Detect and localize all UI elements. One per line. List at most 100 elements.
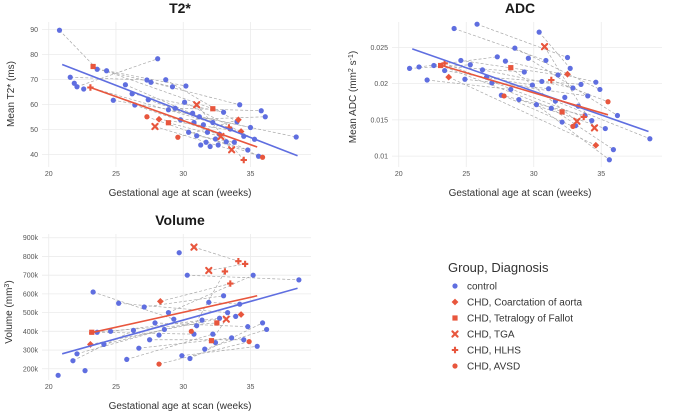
adc-subject-connection: [538, 31, 571, 69]
volume-subject-connection: [181, 345, 258, 357]
volume-y-tick-label: 800k: [23, 254, 39, 261]
adc-x-tick-label: 35: [597, 171, 605, 178]
t2star-regression-chd: [88, 86, 258, 148]
volume-x-tick-label: 30: [179, 384, 187, 391]
t2star-y-tick-label: 60: [30, 102, 38, 109]
t2star-y-tick-label: 50: [30, 127, 38, 134]
volume-title: Volume: [155, 212, 205, 228]
t2star-y-tick-label: 70: [30, 77, 38, 84]
t2star-point-control: [165, 107, 172, 113]
volume-point-control: [171, 316, 177, 322]
adc-x-tick-label: 20: [395, 171, 403, 178]
legend-label: CHD, AVSD: [467, 362, 520, 373]
volume-point-control: [212, 339, 219, 346]
t2star-point-chd-tga: [151, 122, 159, 131]
t2star-point-control: [220, 109, 227, 115]
adc-point-chd-hlhs: [441, 60, 448, 67]
t2star-point-control: [212, 136, 219, 142]
adc-x-tick-label: 30: [530, 171, 538, 178]
legend-item-chd-avsd: CHD, AVSD: [452, 362, 520, 373]
volume-x-tick-label: 25: [112, 384, 120, 391]
adc-point-control: [451, 25, 457, 32]
volume-ylabel: Volume (mm3): [4, 280, 15, 343]
volume-subject-connection: [187, 274, 299, 281]
volume-xlabel: Gestational age at scan (weeks): [109, 401, 252, 412]
volume-point-control: [229, 335, 235, 341]
adc-subject-connection: [486, 76, 582, 85]
adc-point-chd-hlhs: [580, 113, 587, 121]
t2star-point-control: [237, 102, 243, 108]
volume-point-control: [245, 324, 251, 330]
volume-point-control: [179, 353, 185, 359]
t2star-point-chd-tga: [193, 101, 201, 109]
t2star-y-tick-label: 80: [30, 52, 38, 59]
t2star-point-control: [148, 79, 154, 85]
adc-point-chd-avsd: [501, 93, 507, 99]
legend-key-chd-hlhs: [451, 346, 459, 354]
legend-item-control: control: [452, 282, 497, 293]
volume-subject-connection: [97, 331, 194, 335]
t2star-subject-connection: [199, 116, 297, 138]
adc-point-control: [502, 58, 508, 64]
t2star-point-chd-tetralogy-of-fallot: [210, 106, 216, 112]
t2star-point-control: [81, 86, 87, 92]
adc-point-control: [597, 86, 603, 93]
adc-point-control: [602, 125, 608, 132]
t2star-point-chd-coarctation-of-aorta: [234, 116, 242, 124]
volume-point-chd-tetralogy-of-fallot: [208, 338, 215, 344]
adc-title: ADC: [505, 0, 535, 16]
t2star-subject-connection: [165, 79, 238, 123]
adc-point-control: [462, 76, 468, 82]
adc-y-tick-label: 0.02: [374, 81, 388, 88]
volume-point-chd-tga: [222, 315, 230, 323]
adc-point-control: [562, 94, 568, 100]
volume-y-tick-label: 700k: [23, 273, 39, 280]
volume-point-control: [147, 337, 153, 343]
volume-subject-connection: [103, 319, 203, 345]
t2star-point-control: [245, 147, 251, 153]
t2star-point-chd-tetralogy-of-fallot: [165, 120, 172, 126]
adc-point-control: [529, 82, 536, 88]
t2star-point-control: [231, 139, 237, 145]
volume-point-control: [254, 343, 260, 349]
adc-subject-connection: [536, 104, 610, 161]
adc-point-control: [521, 69, 527, 75]
adc-point-control: [536, 29, 542, 35]
volume-point-control: [55, 372, 61, 378]
volume-subject-connection: [193, 246, 239, 262]
adc-subject-connection: [460, 60, 559, 76]
adc-point-control: [555, 72, 561, 78]
adc-point-control: [512, 45, 518, 51]
t2star-point-chd-tga: [227, 146, 236, 154]
volume-point-chd-hlhs: [241, 260, 249, 268]
volume-point-control: [141, 304, 147, 310]
t2star-point-control: [183, 83, 189, 89]
adc-subject-connection: [448, 76, 596, 146]
adc-point-control: [614, 112, 621, 119]
volume-point-control: [74, 351, 80, 357]
t2star-point-control: [223, 139, 229, 145]
volume-y-tick-label: 600k: [23, 291, 39, 298]
t2star-point-chd-avsd: [259, 154, 266, 160]
t2star-point-chd-coarctation-of-aorta: [155, 115, 163, 123]
volume-x-tick-label: 35: [247, 384, 255, 391]
volume-point-control: [124, 356, 130, 363]
t2star-point-chd-hlhs: [240, 156, 247, 164]
legend-label: control: [467, 282, 497, 293]
t2star-subject-connection: [168, 122, 221, 137]
volume-regression-chd: [88, 294, 258, 334]
t2star-point-control: [144, 77, 150, 83]
adc-point-control: [543, 57, 549, 64]
adc-point-control: [606, 157, 612, 163]
adc-y-tick-label: 0.025: [370, 45, 388, 52]
volume-point-control: [194, 323, 200, 329]
adc-regressions: [411, 48, 649, 133]
t2star-point-control: [181, 99, 188, 105]
adc-point-control: [442, 67, 448, 74]
volume-point-control: [216, 315, 223, 321]
t2star-point-control: [198, 142, 204, 148]
volume-point-control: [107, 328, 114, 334]
t2star-panel: T2* Gestational age at scan (weeks) Mean…: [6, 0, 311, 199]
volume-point-control: [82, 368, 88, 374]
volume-point-control: [264, 326, 270, 333]
